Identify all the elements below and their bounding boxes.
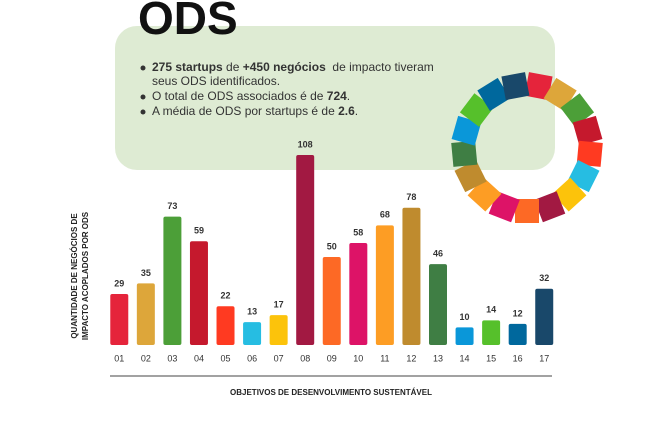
bullet bbox=[140, 109, 146, 115]
sdg-icon bbox=[501, 72, 530, 101]
title: ODS bbox=[138, 0, 238, 44]
value-label: 108 bbox=[298, 139, 313, 149]
x-tick-label: 01 bbox=[114, 353, 124, 363]
value-label: 12 bbox=[513, 308, 523, 318]
notes: 275 startups de +450 negócios de impacto… bbox=[140, 60, 434, 118]
note-line: O total de ODS associados é de 724. bbox=[152, 89, 350, 103]
sdg-icon bbox=[451, 140, 478, 167]
x-tick-label: 09 bbox=[327, 353, 337, 363]
sdg-wheel bbox=[451, 72, 603, 223]
value-label: 35 bbox=[141, 268, 151, 278]
sdg-icon bbox=[451, 115, 482, 146]
sdg-icon bbox=[560, 93, 595, 127]
value-label: 68 bbox=[380, 210, 390, 220]
value-label: 50 bbox=[327, 241, 337, 251]
sdg-icon bbox=[534, 191, 566, 223]
bar bbox=[322, 257, 341, 345]
bar bbox=[455, 327, 474, 345]
x-tick-label: 16 bbox=[513, 353, 523, 363]
bar bbox=[402, 207, 421, 345]
bar bbox=[535, 288, 554, 345]
y-axis-title: QUANTIDADE DE NEGÓCIOS DE bbox=[70, 213, 79, 339]
value-label: 13 bbox=[247, 307, 257, 317]
sdg-icon bbox=[454, 159, 487, 193]
x-tick-label: 08 bbox=[300, 353, 310, 363]
note-text: +450 negócios bbox=[243, 60, 326, 74]
note-line: 275 startups de +450 negócios de impacto… bbox=[152, 60, 434, 74]
x-tick-label: 02 bbox=[141, 353, 151, 363]
value-label: 14 bbox=[486, 305, 496, 315]
value-label: 32 bbox=[539, 273, 549, 283]
x-tick-label: 06 bbox=[247, 353, 257, 363]
bar bbox=[508, 323, 527, 345]
bar bbox=[136, 283, 155, 345]
x-tick-label: 07 bbox=[274, 353, 284, 363]
x-tick-label: 13 bbox=[433, 353, 443, 363]
plot: 29 01 35 02 73 03 59 04 22 05 13 06 17 07 108 08 50 09 58 1… bbox=[70, 139, 554, 397]
bar bbox=[216, 306, 235, 345]
x-tick-label: 04 bbox=[194, 353, 204, 363]
sdg-icon bbox=[515, 199, 539, 223]
value-label: 58 bbox=[353, 227, 363, 237]
value-label: 10 bbox=[460, 312, 470, 322]
value-label: 78 bbox=[406, 192, 416, 202]
note-text: 724 bbox=[327, 89, 347, 103]
note-text: 2.6 bbox=[338, 104, 355, 118]
x-tick-label: 11 bbox=[380, 353, 389, 363]
bar bbox=[349, 242, 368, 345]
note-line: A média de ODS por startups é de 2.6. bbox=[152, 104, 358, 118]
value-label: 46 bbox=[433, 248, 443, 258]
note-text: de impacto tiveram bbox=[326, 60, 434, 74]
note-text: A média de ODS por startups é de bbox=[152, 104, 338, 118]
bullet bbox=[140, 94, 146, 100]
x-tick-label: 03 bbox=[167, 353, 177, 363]
value-label: 22 bbox=[221, 291, 231, 301]
x-tick-label: 15 bbox=[486, 353, 496, 363]
summary-box bbox=[115, 26, 555, 170]
bar bbox=[296, 155, 315, 345]
x-tick-label: 05 bbox=[221, 353, 231, 363]
sdg-icon bbox=[572, 115, 603, 146]
y-axis-title: IMPACTO ACOPLADOS POR ODS bbox=[81, 211, 90, 340]
value-label: 73 bbox=[167, 201, 177, 211]
note-text: O total de ODS associados é de bbox=[152, 89, 327, 103]
bullet bbox=[140, 65, 146, 71]
note-text: de bbox=[223, 60, 243, 74]
x-tick-label: 14 bbox=[460, 353, 470, 363]
bar bbox=[375, 225, 394, 345]
note-text: seus ODS identificados. bbox=[152, 74, 280, 88]
bar bbox=[110, 293, 129, 345]
bar bbox=[429, 264, 447, 345]
x-tick-label: 12 bbox=[406, 353, 416, 363]
bar bbox=[163, 216, 182, 345]
note-line: seus ODS identificados. bbox=[152, 74, 280, 88]
bar bbox=[189, 241, 208, 345]
x-tick-label: 10 bbox=[353, 353, 363, 363]
value-label: 29 bbox=[114, 278, 124, 288]
sdg-icon bbox=[477, 77, 511, 111]
note-text: . bbox=[355, 104, 358, 118]
x-tick-label: 17 bbox=[539, 353, 549, 363]
bar bbox=[482, 320, 501, 345]
x-axis-title: OBJETIVOS DE DESENVOLVIMENTO SUSTENTÁVEL bbox=[230, 388, 432, 397]
value-label: 59 bbox=[194, 226, 204, 236]
note-text: . bbox=[347, 89, 350, 103]
bar bbox=[269, 315, 288, 345]
value-label: 17 bbox=[274, 299, 284, 309]
sdg-icon bbox=[524, 72, 553, 101]
bar bbox=[243, 322, 262, 345]
note-text: 275 startups bbox=[152, 60, 223, 74]
sdg-icon bbox=[576, 140, 603, 167]
